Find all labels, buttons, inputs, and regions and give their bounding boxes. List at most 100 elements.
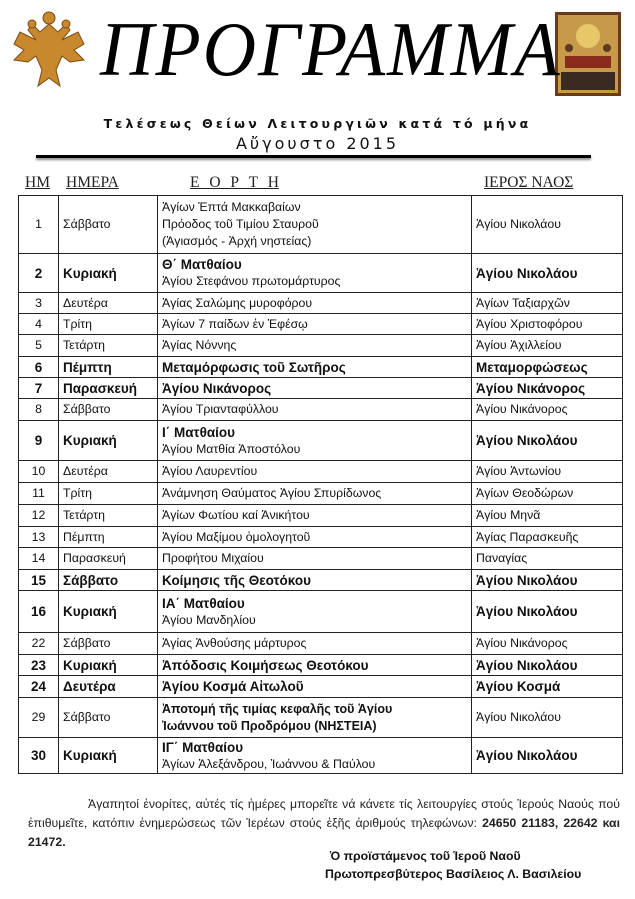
feast-cell: Ἁγίας Νόννης [157,334,472,357]
church-name: Μεταμορφώσεως [471,356,623,378]
day-number: 24 [18,675,59,698]
weekday: Δευτέρα [58,460,158,483]
weekday: Κυριακή [58,737,158,774]
weekday: Σάββατο [58,632,158,655]
weekday: Τρίτη [58,482,158,505]
church-name: Ἁγίου Ἀχιλλείου [471,334,623,357]
table-row: 3 Δευτέρα Ἁγίας Σαλώμης μυροφόρου Ἁγίων Ταξ… [18,292,623,314]
signature-title: Ὁ προϊστάμενος τοῦ Ἱεροῦ Ναοῦ [330,849,521,863]
church-name: Παναγίας [471,547,623,570]
church-name: Ἁγίου Νικολάου [471,420,623,461]
column-header-feast: Ε Ο Ρ Τ Η [190,174,279,191]
day-number: 7 [18,377,59,399]
feast-cell: Ἁγίου Τριανταφύλλου [157,398,472,421]
weekday: Σάββατο [58,569,158,591]
church-name: Ἁγίων Θεοδώρων [471,482,623,505]
church-name: Ἁγίου Ἀντωνίου [471,460,623,483]
weekday: Σάββατο [58,697,158,738]
feast-line: Μεταμόρφωσις τοῦ Σωτῆρος [162,359,346,375]
table-row: 12 Τετάρτη Ἁγίων Φωτίου καί Ἀνικήτου Ἁγίου … [18,504,623,527]
church-name: Ἁγίου Νικολάου [471,737,623,774]
feast-cell: Θ΄ Ματθαίου Ἁγίου Στεφάνου πρωτομάρτυρος [157,253,472,293]
feast-cell: Ἁγίας Ἀνθούσης μάρτυρος [157,632,472,655]
feast-cell: Ἁγίου Νικάνορος [157,377,472,399]
day-number: 12 [18,504,59,527]
day-number: 9 [18,420,59,461]
feast-cell: ΙΑ΄ Ματθαίου Ἁγίου Μανδηλίου [157,590,472,633]
day-number: 6 [18,356,59,378]
feast-line: Ι΄ Ματθαίου [162,424,236,440]
table-row: 30 Κυριακή ΙΓ΄ Ματθαίου Ἁγίων Ἀλεξάνδρου, Ἰ… [18,737,623,774]
table-row: 15 Σάββατο Κοίμησις τῆς Θεοτόκου Ἁγίου Νικο… [18,569,623,591]
feast-cell: Ἀποτομή τῆς τιμίας κεφαλῆς τοῦ Ἁγίου Ἰωάν… [157,697,472,738]
church-name: Ἁγίου Νικολάου [471,569,623,591]
table-row: 7 Παρασκευή Ἁγίου Νικάνορος Ἁγίου Νικάνορος [18,377,623,399]
feast-line: Προφήτου Μιχαίου [162,551,264,565]
day-number: 30 [18,737,59,774]
feast-cell: ΙΓ΄ Ματθαίου Ἁγίων Ἀλεξάνδρου, Ἰωάννου & … [157,737,472,774]
church-name: Ἁγίου Χριστοφόρου [471,313,623,335]
table-row: 29 Σάββατο Ἀποτομή τῆς τιμίας κεφαλῆς τοῦ … [18,697,623,738]
feast-cell: Προφήτου Μιχαίου [157,547,472,570]
weekday: Πέμπτη [58,356,158,378]
note-text: Ἀγαπητοί ἐνορίτες, αὐτές τίς ἡμέρες μπορ… [28,797,620,830]
feast-line: Ἀποτομή τῆς τιμίας κεφαλῆς τοῦ Ἁγίου [162,701,393,716]
feast-cell: Ἁγίας Σαλώμης μυροφόρου [157,292,472,314]
weekday: Τετάρτη [58,334,158,357]
feast-line: Ἁγίας Νόννης [162,338,237,352]
feast-cell: Ἁγίων 7 παίδων ἐν Ἐφέσῳ [157,313,472,335]
feast-line: Ἀνάμνηση Θαύματος Ἁγίου Σπυρίδωνος [162,486,382,500]
divider [36,155,591,158]
church-name: Ἁγίου Μηνᾶ [471,504,623,527]
day-number: 8 [18,398,59,421]
feast-line: ΙΓ΄ Ματθαίου [162,739,244,755]
table-row: 8 Σάββατο Ἁγίου Τριανταφύλλου Ἁγίου Νικάνορ… [18,398,623,421]
day-number: 3 [18,292,59,314]
feast-line: Ἁγίων Ἑπτά Μακκαβαίων [162,200,301,214]
day-number: 23 [18,654,59,676]
church-name: Ἁγίου Νικολάου [471,697,623,738]
feast-cell: Ἀπόδοσις Κοιμήσεως Θεοτόκου [157,654,472,676]
church-name: Ἁγίου Νικάνορος [471,632,623,655]
church-name: Ἁγίου Κοσμά [471,675,623,698]
day-number: 13 [18,526,59,548]
table-row: 4 Τρίτη Ἁγίων 7 παίδων ἐν Ἐφέσῳ Ἁγίου Χριστ… [18,313,623,335]
dormition-icon-image [555,12,621,96]
day-number: 11 [18,482,59,505]
weekday: Τρίτη [58,313,158,335]
feast-line: Κοίμησις τῆς Θεοτόκου [162,572,311,588]
feast-cell: Ἁγίων Ἑπτά Μακκαβαίων Πρόοδος τοῦ Τιμίου … [157,195,472,254]
signature-name: Πρωτοπρεσβύτερος Βασίλειος Λ. Βασιλείου [325,867,582,881]
schedule-table: 1 Σάββατο Ἁγίων Ἑπτά Μακκαβαίων Πρόοδος τοῦ… [18,195,623,774]
feast-cell: Μεταμόρφωσις τοῦ Σωτῆρος [157,356,472,378]
church-name: Ἁγίου Νικολάου [471,253,623,293]
column-header-church: ΙΕΡΟΣ ΝΑΟΣ [484,174,574,191]
feast-cell: Ἀνάμνηση Θαύματος Ἁγίου Σπυρίδωνος [157,482,472,505]
weekday: Κυριακή [58,420,158,461]
feast-line: Ἁγίου Τριανταφύλλου [162,402,279,416]
feast-cell: Ι΄ Ματθαίου Ἁγίου Ματθία Ἀποστόλου [157,420,472,461]
feast-line: Ἁγίας Ἀνθούσης μάρτυρος [162,636,307,650]
day-number: 10 [18,460,59,483]
feast-line: Ἁγίου Κοσμά Αἰτωλοῦ [162,679,304,694]
phone-numbers: 24650 21183, 22642 και 21472. [28,816,621,849]
church-name: Ἁγίου Νικολάου [471,590,623,633]
table-row: 23 Κυριακή Ἀπόδοσις Κοιμήσεως Θεοτόκου Ἁγίο… [18,654,623,676]
church-name: Ἁγίου Νικάνορος [471,398,623,421]
day-number: 14 [18,547,59,570]
day-number: 16 [18,590,59,633]
weekday: Δευτέρα [58,292,158,314]
table-row: 5 Τετάρτη Ἁγίας Νόννης Ἁγίου Ἀχιλλείου [18,334,623,357]
feast-line: Ἁγίου Ματθία Ἀποστόλου [162,441,301,456]
weekday: Σάββατο [58,195,158,254]
table-row: 10 Δευτέρα Ἁγίου Λαυρεντίου Ἁγίου Ἀντωνίου [18,460,623,483]
table-row: 6 Πέμπτη Μεταμόρφωσις τοῦ Σωτῆρος Μεταμορφώ… [18,356,623,378]
double-headed-eagle-emblem [12,11,86,88]
feast-cell: Ἁγίου Μαξίμου ὁμολογητοῦ [157,526,472,548]
weekday: Κυριακή [58,654,158,676]
weekday: Τετάρτη [58,504,158,527]
weekday: Κυριακή [58,590,158,633]
feast-line: Θ΄ Ματθαίου [162,257,242,272]
feast-line: Ἁγίου Λαυρεντίου [162,464,258,478]
church-name: Ἁγίου Νικάνορος [471,377,623,399]
